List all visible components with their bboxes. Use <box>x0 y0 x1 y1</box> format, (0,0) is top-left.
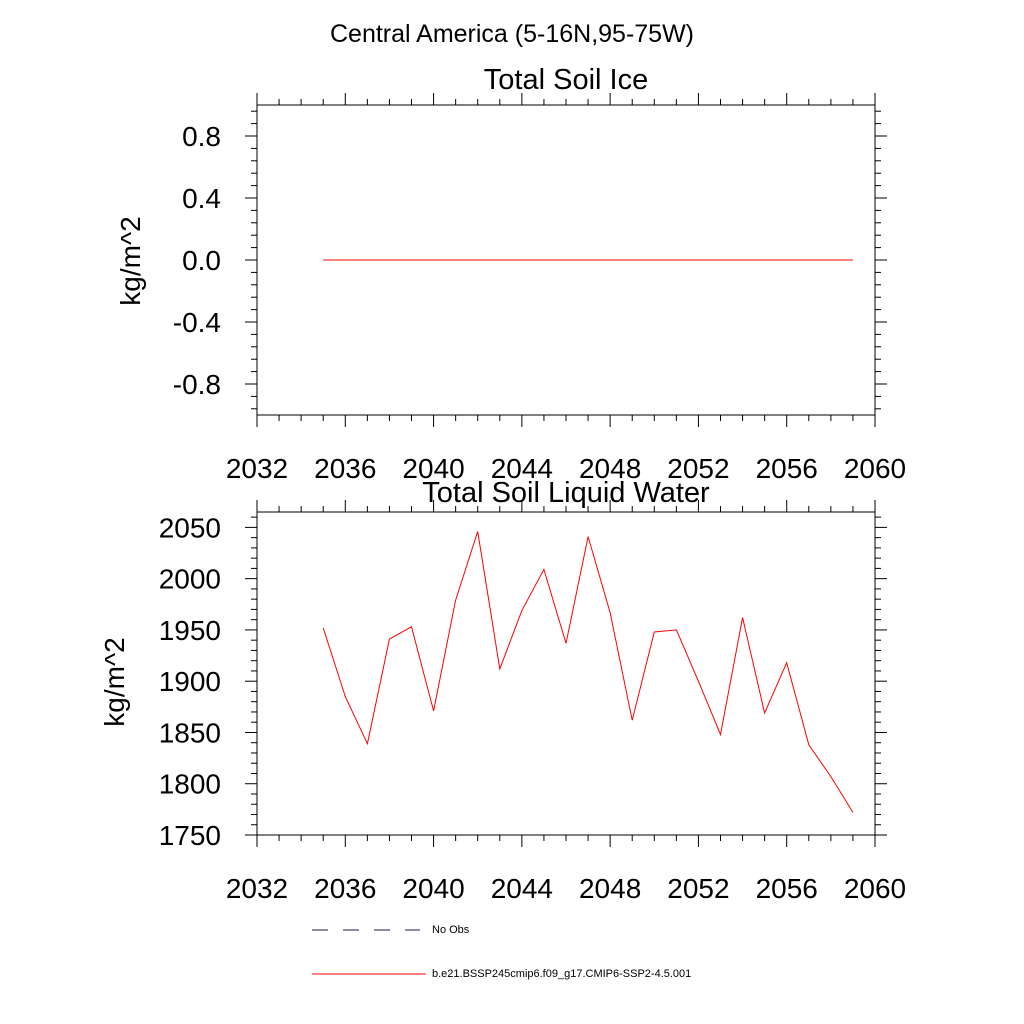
data-point <box>499 668 500 669</box>
x-tick-label: 2040 <box>402 453 464 484</box>
chart-bottom-plot: 2032 2036 2040 2044 2048 2052 2056 2060 1750 1800… <box>159 500 906 904</box>
data-point <box>411 260 412 261</box>
data-point <box>345 260 346 261</box>
y-tick-label: 0.0 <box>182 245 221 276</box>
data-point <box>455 600 456 601</box>
data-point <box>543 569 544 570</box>
data-point <box>852 260 853 261</box>
chart-bottom-ylabel: kg/m^2 <box>99 637 130 726</box>
y-tick-label: 1850 <box>159 717 221 748</box>
y-tick-label: -0.4 <box>173 307 221 338</box>
data-point <box>323 627 324 628</box>
data-point <box>389 639 390 640</box>
data-point <box>367 743 368 744</box>
data-point <box>654 260 655 261</box>
x-tick-label: 2044 <box>491 873 553 904</box>
y-tick-label: 1800 <box>159 769 221 800</box>
chart-bottom: Total Soil Liquid Water kg/m^2 2032 2036 2… <box>99 477 906 904</box>
x-tick-label: 2048 <box>579 873 641 904</box>
chart-top-title: Total Soil Ice <box>484 64 648 96</box>
data-point <box>786 260 787 261</box>
data-point <box>808 260 809 261</box>
series-line <box>322 531 854 813</box>
y-tick-label: 1950 <box>159 615 221 646</box>
x-tick-label: 2032 <box>226 873 288 904</box>
legend-label-no-obs: No Obs <box>432 924 470 936</box>
x-tick-label: 2052 <box>667 453 729 484</box>
data-point <box>720 734 721 735</box>
data-point <box>566 260 567 261</box>
data-point <box>588 536 589 537</box>
data-point <box>676 260 677 261</box>
data-point <box>433 260 434 261</box>
data-point <box>477 260 478 261</box>
data-point <box>389 260 390 261</box>
chart-bottom-title: Total Soil Liquid Water <box>422 477 710 509</box>
chart-top-ylabel: kg/m^2 <box>115 216 146 305</box>
chart-top: Total Soil Ice kg/m^2 2032 2036 2040 2044 20… <box>115 64 906 484</box>
data-point <box>411 626 412 627</box>
x-tick-label: 2044 <box>491 453 553 484</box>
data-point <box>521 260 522 261</box>
data-point <box>764 712 765 713</box>
data-point <box>521 610 522 611</box>
data-point <box>345 696 346 697</box>
x-tick-label: 2060 <box>844 873 906 904</box>
data-point <box>698 260 699 261</box>
legend: No Obs b.e21.BSSP245cmip6.f09_g17.CMIP6-… <box>312 924 691 980</box>
x-tick-label: 2052 <box>667 873 729 904</box>
data-point <box>632 720 633 721</box>
data-point <box>742 617 743 618</box>
data-point <box>830 260 831 261</box>
data-point <box>566 643 567 644</box>
data-point <box>455 260 456 261</box>
y-tick-label: 2050 <box>159 512 221 543</box>
data-point <box>433 710 434 711</box>
data-point <box>720 260 721 261</box>
data-point <box>852 812 853 813</box>
x-tick-label: 2032 <box>226 453 288 484</box>
data-point <box>698 681 699 682</box>
data-point <box>764 260 765 261</box>
x-tick-label: 2056 <box>756 873 818 904</box>
x-tick-label: 2048 <box>579 453 641 484</box>
data-point <box>610 612 611 613</box>
x-tick-label: 2036 <box>314 873 376 904</box>
data-point <box>654 631 655 632</box>
y-tick-label: -0.8 <box>173 369 221 400</box>
data-point <box>786 662 787 663</box>
y-tick-label: 0.4 <box>182 183 221 214</box>
data-point <box>632 260 633 261</box>
data-point <box>808 744 809 745</box>
chart-top-plot: 2032 2036 2040 2044 2048 2052 2056 2060 -0.8 -0.4… <box>173 93 906 484</box>
data-point <box>477 531 478 532</box>
x-tick-label: 2056 <box>756 453 818 484</box>
y-tick-label: 2000 <box>159 564 221 595</box>
y-tick-label: 0.8 <box>182 121 221 152</box>
data-point <box>323 260 324 261</box>
data-point <box>588 260 589 261</box>
x-tick-label: 2040 <box>402 873 464 904</box>
y-tick-label: 1750 <box>159 820 221 851</box>
x-tick-label: 2060 <box>844 453 906 484</box>
y-tick-label: 1900 <box>159 666 221 697</box>
data-point <box>610 260 611 261</box>
x-tick-label: 2036 <box>314 453 376 484</box>
legend-label-model: b.e21.BSSP245cmip6.f09_g17.CMIP6-SSP2-4.… <box>432 968 691 980</box>
page-title: Central America (5-16N,95-75W) <box>330 20 694 48</box>
data-point <box>543 260 544 261</box>
data-point <box>742 260 743 261</box>
data-point <box>830 776 831 777</box>
data-point <box>676 629 677 630</box>
data-point <box>367 260 368 261</box>
data-point <box>499 260 500 261</box>
